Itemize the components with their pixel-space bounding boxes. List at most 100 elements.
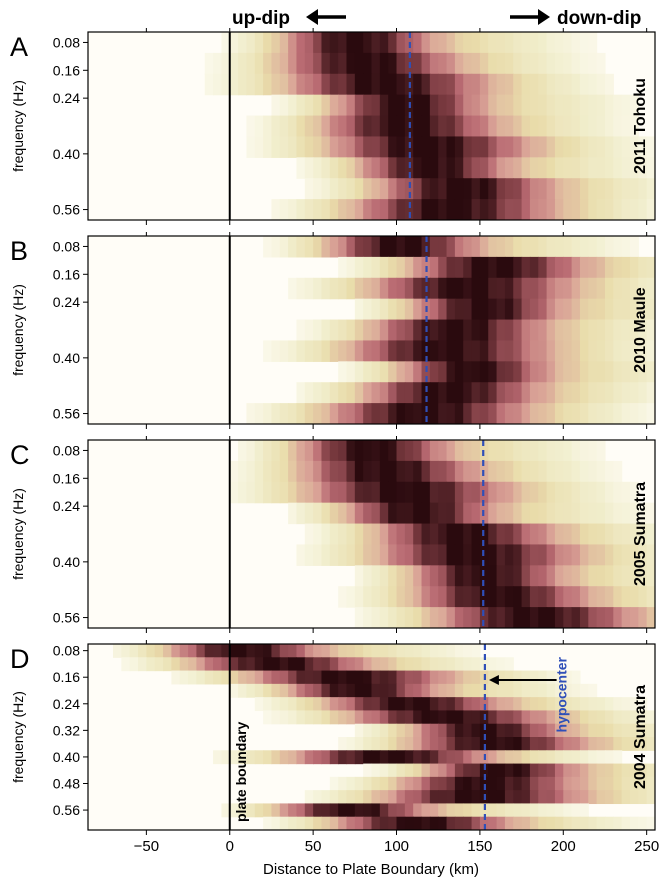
heatmap-cell (579, 565, 589, 587)
heatmap-cell (638, 723, 648, 738)
heatmap-cell (413, 586, 423, 608)
heatmap-a (88, 32, 655, 220)
heatmap-cell (513, 298, 523, 321)
heatmap-cell (354, 544, 364, 566)
heatmap-cell (413, 277, 423, 300)
heatmap-cell (396, 382, 406, 404)
heatmap-cell (529, 236, 539, 258)
heatmap-cell (563, 298, 573, 321)
heatmap-cell (363, 460, 373, 483)
heatmap-cell (646, 157, 655, 179)
heatmap-cell (596, 816, 606, 830)
heatmap-cell (263, 657, 273, 672)
heatmap-cell (429, 565, 439, 587)
heatmap-cell (479, 763, 489, 778)
heatmap-cell (371, 403, 381, 424)
heatmap-cell (513, 460, 523, 483)
heatmap-cell (579, 697, 589, 712)
heatmap-cell (596, 94, 606, 117)
heatmap-cell (313, 277, 323, 300)
heatmap-cell (413, 199, 423, 220)
heatmap-cell (471, 382, 481, 404)
heatmap-cell (454, 157, 464, 179)
heatmap-cell (288, 697, 298, 712)
heatmap-cell (188, 670, 197, 685)
heatmap-cell (363, 790, 373, 805)
heatmap-cell (521, 565, 531, 587)
heatmap-cell (529, 750, 539, 765)
heatmap-cell (446, 544, 456, 566)
heatmap-cell (354, 52, 364, 75)
heatmap-cell (579, 723, 589, 738)
heatmap-cell (463, 361, 473, 383)
heatmap-cell (421, 440, 431, 462)
heatmap-cell (496, 157, 506, 179)
heatmap-cell (454, 319, 464, 342)
heatmap-cell (338, 157, 348, 179)
heatmap-cell (404, 157, 414, 179)
heatmap-cell (513, 199, 523, 220)
heatmap-cell (629, 236, 639, 258)
heatmap-cell (304, 32, 314, 54)
heatmap-cell (479, 737, 489, 751)
heatmap-cell (529, 403, 539, 424)
heatmap-cell (429, 157, 439, 179)
heatmap-cell (254, 73, 264, 96)
heatmap-cell (579, 73, 589, 96)
heatmap-cell (521, 710, 531, 725)
heatmap-cell (454, 73, 464, 96)
heatmap-cell (554, 178, 564, 200)
heatmap-cell (504, 481, 514, 504)
heatmap-cell (538, 382, 548, 404)
heatmap-cell (579, 710, 589, 725)
heatmap-cell (304, 803, 314, 818)
heatmap-cell (538, 683, 548, 698)
heatmap-cell (354, 683, 364, 698)
heatmap-cell (204, 670, 214, 685)
heatmap-cell (546, 565, 556, 587)
heatmap-cell (371, 723, 381, 738)
heatmap-cell (488, 361, 498, 383)
heatmap-cell (254, 803, 264, 818)
heatmap-cell (354, 586, 364, 608)
heatmap-cell (538, 340, 548, 362)
heatmap-cell (263, 115, 273, 138)
heatmap-cell (471, 803, 481, 818)
heatmap-cell (488, 816, 498, 830)
heatmap-cell (563, 710, 573, 725)
heatmap-cell (413, 298, 423, 321)
heatmap-cell (321, 277, 331, 300)
heatmap-cell (363, 803, 373, 818)
heatmap-cell (546, 816, 556, 830)
heatmap-cell (596, 236, 606, 258)
heatmap-cell (479, 277, 489, 300)
heatmap-cell (521, 403, 531, 424)
heatmap-cell (563, 763, 573, 778)
heatmap-cell (279, 403, 289, 424)
heatmap-cell (204, 52, 214, 75)
heatmap-cell (638, 790, 648, 805)
heatmap-cell (521, 523, 531, 546)
heatmap-cell (454, 697, 464, 712)
heatmap-cell (329, 319, 339, 342)
heatmap-cell (554, 136, 564, 158)
heatmap-cell (521, 816, 531, 830)
heatmap-cell (546, 115, 556, 138)
heatmap-cell (329, 803, 339, 818)
heatmap-cell (321, 440, 331, 462)
heatmap-cell (588, 94, 598, 117)
heatmap-cell (496, 723, 506, 738)
heatmap-cell (296, 803, 306, 818)
heatmap-cell (263, 340, 273, 362)
heatmap-cell (154, 657, 164, 672)
heatmap-cell (538, 277, 548, 300)
heatmap-cell (604, 710, 614, 725)
heatmap-cell (288, 502, 298, 525)
heatmap-cell (504, 816, 514, 830)
heatmap-cell (288, 657, 298, 672)
heatmap-cell (246, 644, 256, 658)
heatmap-cell (354, 361, 364, 383)
heatmap-cell (488, 460, 498, 483)
heatmap-cell (554, 816, 564, 830)
heatmap-cell (421, 816, 431, 830)
